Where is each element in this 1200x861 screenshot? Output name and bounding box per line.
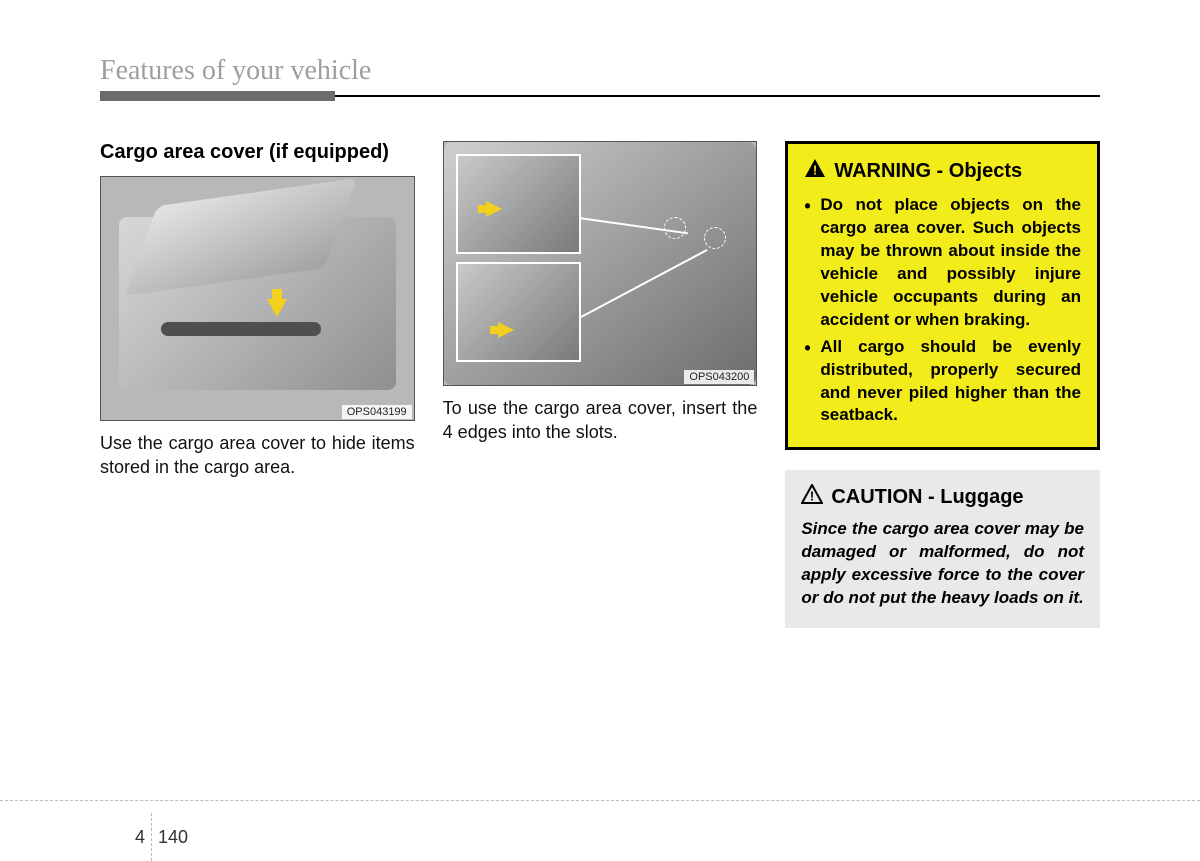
col1-body-text: Use the cargo area cover to hide items s… bbox=[100, 431, 415, 480]
arrow-down-icon bbox=[267, 299, 287, 317]
warning-title: ! WARNING - Objects bbox=[804, 158, 1081, 184]
header-rule-line bbox=[335, 95, 1100, 97]
figure-2: OPS043200 bbox=[443, 141, 758, 386]
caution-triangle-icon: ! bbox=[801, 484, 823, 510]
page-num-divider bbox=[151, 813, 152, 861]
caution-body-text: Since the cargo area cover may be damage… bbox=[801, 518, 1084, 610]
caution-title-text: CAUTION - Luggage bbox=[831, 486, 1023, 509]
figure-2-label: OPS043200 bbox=[684, 370, 754, 384]
inset-1 bbox=[456, 154, 581, 254]
page-footer: 4 140 bbox=[0, 800, 1200, 801]
column-3: ! WARNING - Objects Do not place objects… bbox=[785, 141, 1100, 628]
warning-triangle-icon: ! bbox=[804, 158, 826, 184]
column-2: OPS043200 To use the cargo area cover, i… bbox=[443, 141, 758, 628]
warning-title-text: WARNING - Objects bbox=[834, 160, 1022, 183]
figure-1: OPS043199 bbox=[100, 176, 415, 421]
arrow-right-icon bbox=[486, 201, 502, 217]
header-rule bbox=[100, 91, 1100, 101]
svg-text:!: ! bbox=[813, 163, 817, 178]
section-header: Features of your vehicle bbox=[100, 55, 1100, 87]
columns: Cargo area cover (if equipped) OPS043199… bbox=[100, 141, 1100, 628]
page-content: Features of your vehicle Cargo area cove… bbox=[0, 0, 1200, 628]
warning-item: All cargo should be evenly distributed, … bbox=[804, 336, 1081, 428]
page-number-value: 140 bbox=[158, 827, 188, 848]
column-1: Cargo area cover (if equipped) OPS043199… bbox=[100, 141, 415, 628]
warning-list: Do not place objects on the cargo area c… bbox=[804, 194, 1081, 427]
chapter-number: 4 bbox=[135, 827, 145, 848]
cargo-cover-illustration bbox=[161, 322, 321, 336]
figure-1-label: OPS043199 bbox=[342, 405, 412, 419]
caution-title: ! CAUTION - Luggage bbox=[801, 484, 1084, 510]
warning-item: Do not place objects on the cargo area c… bbox=[804, 194, 1081, 332]
caution-box: ! CAUTION - Luggage Since the cargo area… bbox=[785, 470, 1100, 628]
cargo-cover-heading: Cargo area cover (if equipped) bbox=[100, 141, 415, 164]
arrow-right-icon bbox=[498, 322, 514, 338]
page-number: 4 140 bbox=[135, 813, 188, 861]
col2-body-text: To use the cargo area cover, insert the … bbox=[443, 396, 758, 445]
warning-box: ! WARNING - Objects Do not place objects… bbox=[785, 141, 1100, 450]
svg-text:!: ! bbox=[810, 489, 814, 504]
header-rule-dark bbox=[100, 91, 335, 101]
inset-2 bbox=[456, 262, 581, 362]
